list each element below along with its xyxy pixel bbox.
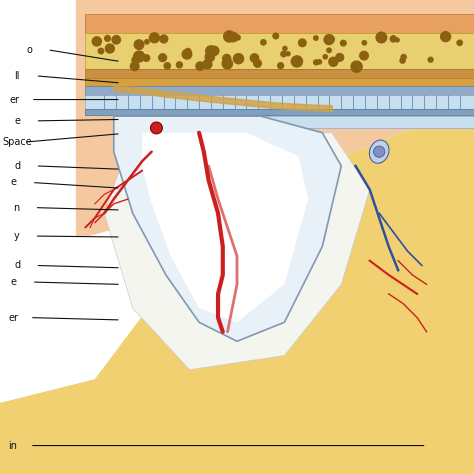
Polygon shape	[85, 95, 474, 109]
Circle shape	[254, 60, 261, 67]
Circle shape	[286, 52, 290, 56]
Circle shape	[390, 36, 396, 42]
Circle shape	[314, 36, 318, 40]
Circle shape	[203, 60, 212, 69]
Circle shape	[112, 36, 120, 44]
Circle shape	[261, 40, 266, 45]
Circle shape	[210, 46, 219, 55]
Circle shape	[160, 35, 168, 43]
Circle shape	[299, 39, 306, 46]
Circle shape	[329, 57, 338, 66]
Circle shape	[324, 35, 334, 45]
Polygon shape	[261, 116, 474, 128]
Circle shape	[134, 51, 145, 62]
Circle shape	[185, 48, 191, 55]
Circle shape	[374, 146, 385, 157]
Text: d: d	[14, 161, 20, 171]
Circle shape	[159, 54, 166, 62]
Text: ll: ll	[14, 71, 20, 81]
Text: e: e	[10, 277, 17, 287]
Circle shape	[236, 35, 240, 40]
Circle shape	[143, 55, 150, 61]
Circle shape	[351, 61, 362, 72]
Circle shape	[395, 38, 399, 42]
Circle shape	[273, 33, 279, 39]
Circle shape	[222, 58, 233, 69]
Text: in: in	[9, 440, 18, 451]
Circle shape	[224, 31, 235, 42]
Circle shape	[317, 60, 321, 64]
Circle shape	[105, 36, 110, 41]
Polygon shape	[85, 33, 474, 69]
Text: Space: Space	[2, 137, 32, 147]
Circle shape	[340, 40, 346, 46]
Circle shape	[182, 49, 191, 59]
Polygon shape	[142, 133, 308, 322]
Circle shape	[376, 32, 387, 43]
Polygon shape	[104, 133, 370, 370]
Circle shape	[228, 32, 238, 42]
Text: n: n	[13, 202, 19, 213]
Circle shape	[205, 52, 214, 62]
Text: er: er	[9, 312, 18, 323]
Circle shape	[250, 54, 259, 62]
Circle shape	[134, 40, 144, 49]
Circle shape	[441, 32, 451, 42]
Circle shape	[362, 41, 366, 45]
Circle shape	[292, 56, 302, 67]
Circle shape	[149, 33, 159, 43]
Circle shape	[428, 57, 433, 62]
Text: d: d	[14, 260, 20, 271]
Text: e: e	[10, 177, 17, 188]
Circle shape	[132, 56, 139, 64]
Circle shape	[105, 44, 114, 53]
Circle shape	[92, 37, 101, 46]
Circle shape	[98, 48, 104, 54]
Circle shape	[145, 40, 149, 44]
Circle shape	[206, 46, 216, 56]
Circle shape	[196, 62, 204, 70]
Circle shape	[234, 54, 244, 64]
Circle shape	[360, 51, 368, 60]
Circle shape	[327, 48, 331, 53]
Polygon shape	[114, 116, 341, 341]
Circle shape	[278, 63, 283, 69]
Polygon shape	[85, 14, 474, 33]
Text: er: er	[9, 94, 19, 105]
Polygon shape	[76, 0, 474, 237]
Circle shape	[223, 55, 231, 63]
Polygon shape	[85, 78, 474, 86]
Circle shape	[281, 51, 286, 57]
Polygon shape	[85, 69, 474, 78]
Polygon shape	[0, 104, 474, 474]
Circle shape	[283, 46, 287, 51]
Circle shape	[327, 36, 334, 43]
Circle shape	[130, 62, 139, 71]
Circle shape	[314, 60, 319, 65]
Text: y: y	[13, 231, 19, 241]
Polygon shape	[85, 86, 474, 95]
Circle shape	[164, 63, 170, 69]
Text: o: o	[26, 45, 32, 55]
Ellipse shape	[369, 140, 389, 163]
Ellipse shape	[151, 122, 162, 134]
Circle shape	[457, 40, 462, 46]
Circle shape	[323, 55, 328, 59]
Circle shape	[336, 54, 344, 61]
Circle shape	[400, 58, 405, 63]
Text: e: e	[14, 116, 20, 126]
Circle shape	[401, 55, 406, 60]
Circle shape	[176, 62, 182, 68]
Polygon shape	[85, 109, 474, 115]
